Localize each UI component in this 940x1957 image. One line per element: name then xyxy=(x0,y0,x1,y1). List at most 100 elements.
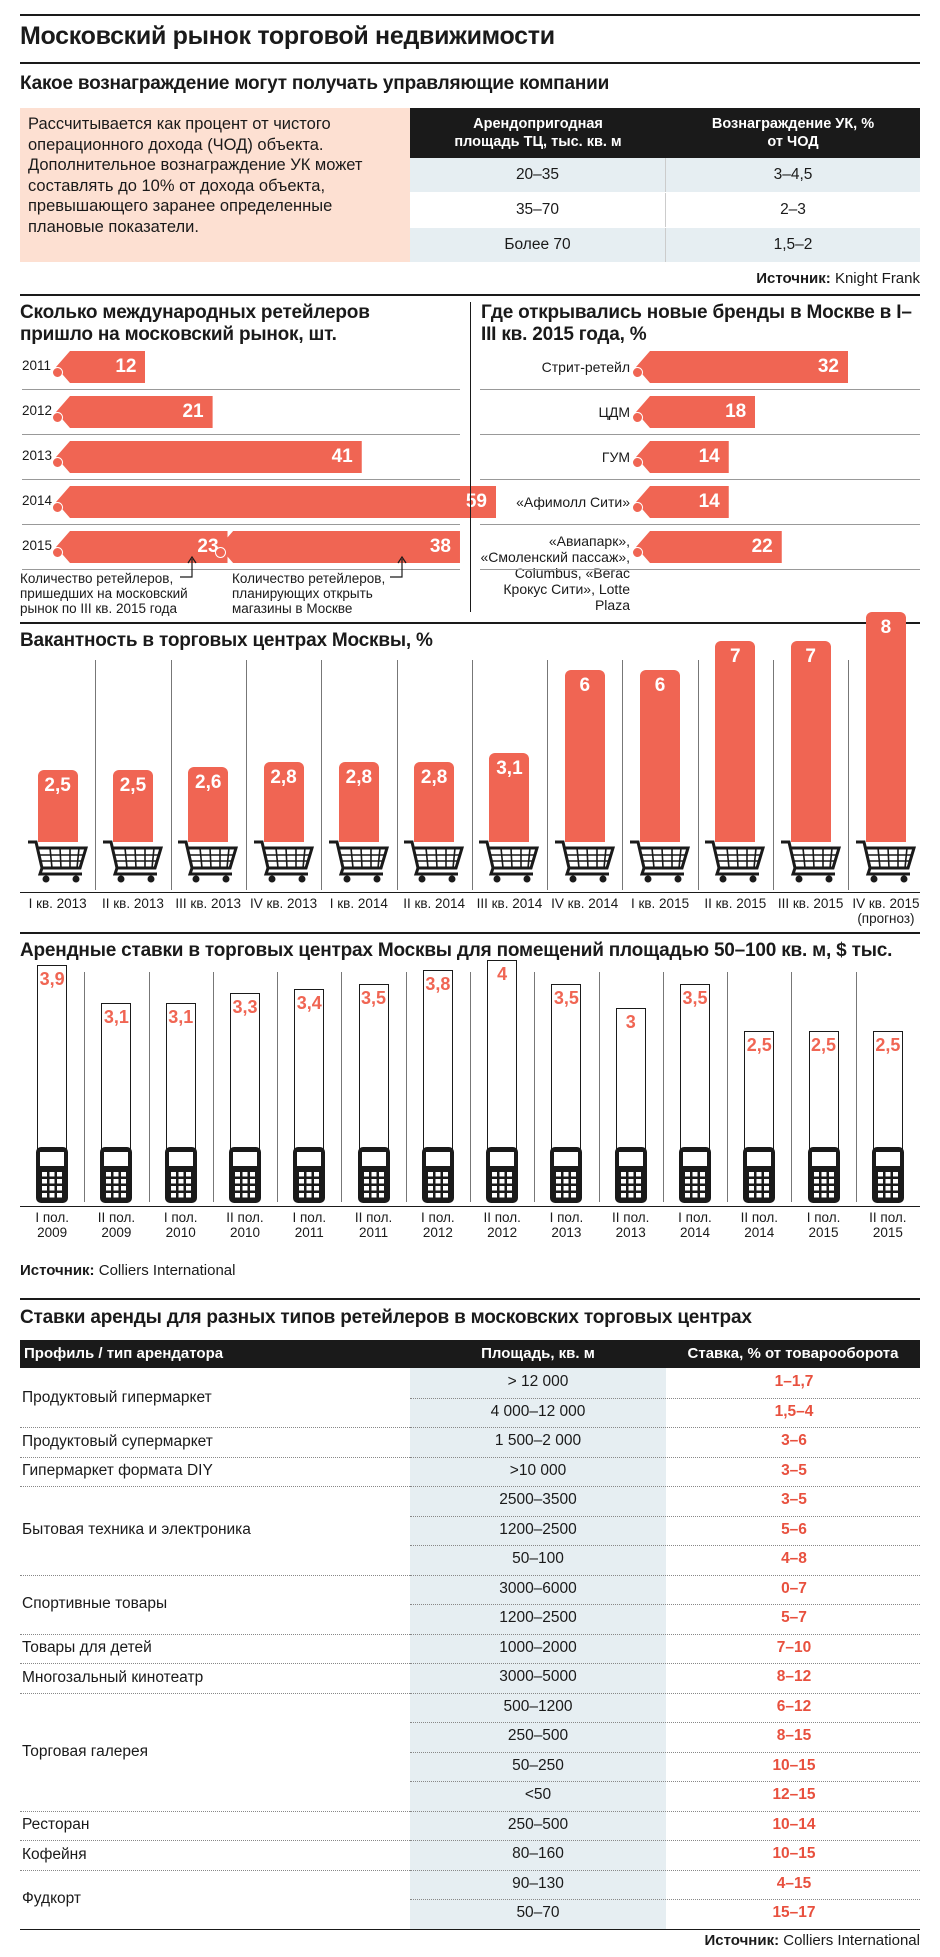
brand-bar: 14 xyxy=(636,441,729,473)
vacancy-bar: 2,6 xyxy=(188,767,229,842)
payment-terminal-icon xyxy=(614,1147,647,1203)
rents-baseline xyxy=(20,1206,920,1207)
section1-area-cell: Более 70 xyxy=(410,228,666,262)
vacancy-col-divider xyxy=(773,660,774,890)
rents-col-divider xyxy=(277,972,279,1202)
section1-title: Какое вознаграждение могут получать упра… xyxy=(20,73,610,94)
vacancy-bar: 8 xyxy=(865,612,906,842)
brand-label: Стрит-ретейл xyxy=(541,359,630,375)
brand-bar: 22 xyxy=(636,531,782,563)
rent-bar: 3,1 xyxy=(101,1002,132,1150)
rent-bar: 2,5 xyxy=(872,1031,903,1150)
retailer-bar: 21 xyxy=(56,396,213,428)
rents-col-divider xyxy=(405,972,407,1202)
brands-title: Где открывались новые бренды в Москве в … xyxy=(481,302,912,345)
vacancy-baseline xyxy=(20,892,920,893)
vacancy-category-label: I кв. 2013 xyxy=(28,896,87,911)
shopping-cart-icon xyxy=(705,840,766,883)
table-area-cell: 80–160 xyxy=(512,1845,564,1862)
table-group-divider xyxy=(20,1456,410,1458)
shopping-cart-icon xyxy=(178,840,239,883)
table-group-divider xyxy=(20,1663,410,1664)
retailer-row-rule xyxy=(22,389,460,390)
table-group-divider xyxy=(20,1810,410,1812)
vacancy-title: Вакантность в торговых центрах Москвы, % xyxy=(20,630,433,651)
vacancy-category-label: II кв. 2015 xyxy=(704,896,767,911)
shopping-cart-icon xyxy=(27,840,88,883)
vacancy-col-divider xyxy=(622,660,624,890)
payment-terminal-icon xyxy=(871,1147,904,1203)
table-rate-cell: 10–14 xyxy=(772,1815,816,1833)
vacancy-col-divider xyxy=(95,660,97,890)
vacancy-col-divider xyxy=(321,660,323,890)
rents-col-divider xyxy=(470,972,471,1202)
retailers-note-2: Количество ретейлеров, планирующих откры… xyxy=(232,571,386,616)
brand-row-rule xyxy=(480,479,920,480)
vacancy-col-divider xyxy=(547,660,549,890)
vacancy-category-label: III кв. 2013 xyxy=(175,896,242,911)
table-title: Ставки аренды для разных типов ретейлеро… xyxy=(20,1307,752,1328)
table-row-divider xyxy=(410,1456,920,1458)
table-col-profile: Профиль / тип арендатора xyxy=(20,1340,410,1368)
table-rate-cell: 6–12 xyxy=(776,1697,812,1715)
table-profile-cell: Продуктовый супермаркет xyxy=(22,1432,213,1450)
payment-terminal-icon xyxy=(743,1147,776,1203)
table-area-cell: 500–1200 xyxy=(503,1697,573,1715)
table-group-divider xyxy=(20,1574,410,1576)
table-row-divider xyxy=(410,1574,920,1576)
table-rate-cell: 1,5–4 xyxy=(774,1402,814,1420)
shopping-cart-icon xyxy=(855,840,916,883)
table-area-cell: 50–100 xyxy=(512,1550,564,1567)
section1-source: Источник: Knight Frank xyxy=(756,270,920,287)
tag-hole-icon xyxy=(52,502,63,513)
table-row-divider xyxy=(410,1545,920,1546)
retailer-bar: 59 xyxy=(56,486,496,518)
table-rate-cell: 1–1,7 xyxy=(774,1373,814,1390)
vacancy-bar: 7 xyxy=(715,640,756,842)
tag-hole-icon xyxy=(52,412,63,423)
table-group-divider xyxy=(20,1427,410,1428)
table-area-cell: 1200–2500 xyxy=(499,1520,577,1538)
rent-bar: 3,5 xyxy=(358,983,389,1150)
page-title: Московский рынок торговой недвижимости xyxy=(20,22,555,50)
rent-bar: 3,4 xyxy=(294,988,325,1150)
table-area-cell: 1000–2000 xyxy=(499,1638,577,1656)
table-profile-cell: Товары для детей xyxy=(22,1639,152,1657)
table-area-cell: 50–250 xyxy=(512,1756,564,1774)
table-rate-cell: 0–7 xyxy=(781,1579,807,1597)
table-rate-cell: 12–15 xyxy=(772,1786,816,1803)
rent-bar: 3,9 xyxy=(37,964,68,1150)
table-rate-cell: 10–15 xyxy=(772,1756,816,1774)
table-area-cell: 3000–5000 xyxy=(499,1668,577,1685)
table-row-divider xyxy=(410,1692,920,1694)
table-rate-cell: 10–15 xyxy=(772,1845,816,1862)
rents-category-label: I пол. 2014 xyxy=(678,1210,712,1240)
table-row-divider xyxy=(410,1486,920,1487)
vacancy-bar: 2,5 xyxy=(112,770,153,842)
brand-row-rule xyxy=(480,434,920,435)
table-profile-cell: Бытовая техника и электроника xyxy=(22,1521,251,1539)
vacancy-category-label: IV кв. 2015 (прогноз) xyxy=(852,896,920,926)
table-row-divider xyxy=(410,1633,920,1635)
table-row-divider xyxy=(410,1899,920,1900)
retailer-row-rule xyxy=(22,524,460,525)
table-profile-cell: Кофейня xyxy=(22,1845,87,1863)
vacancy-category-label: I кв. 2015 xyxy=(630,896,690,911)
payment-terminal-icon xyxy=(100,1147,133,1203)
payment-terminal-icon xyxy=(421,1147,454,1203)
vacancy-bar: 3,1 xyxy=(489,752,530,842)
rents-category-label: II пол. 2009 xyxy=(97,1210,136,1240)
rent-bar: 2,5 xyxy=(744,1031,775,1150)
tag-hole-icon xyxy=(632,367,643,378)
table-rate-cell: 3–6 xyxy=(781,1432,807,1449)
section1-fee-cell: 2–3 xyxy=(666,193,920,227)
vacancy-bar: 2,8 xyxy=(338,761,379,842)
vacancy-bar: 6 xyxy=(640,669,681,842)
table-rate-cell: 8–15 xyxy=(776,1727,812,1744)
brand-label: «Афимолл Сити» xyxy=(516,494,630,510)
rents-col-divider xyxy=(598,972,600,1202)
table-profile-cell: Многозальный кинотеатр xyxy=(22,1668,204,1686)
retailer-row-rule xyxy=(22,569,460,570)
vacancy-category-label: II кв. 2014 xyxy=(403,896,466,911)
brand-label: «Авиапарк», «Смоленский пассаж», Columbu… xyxy=(480,533,630,613)
